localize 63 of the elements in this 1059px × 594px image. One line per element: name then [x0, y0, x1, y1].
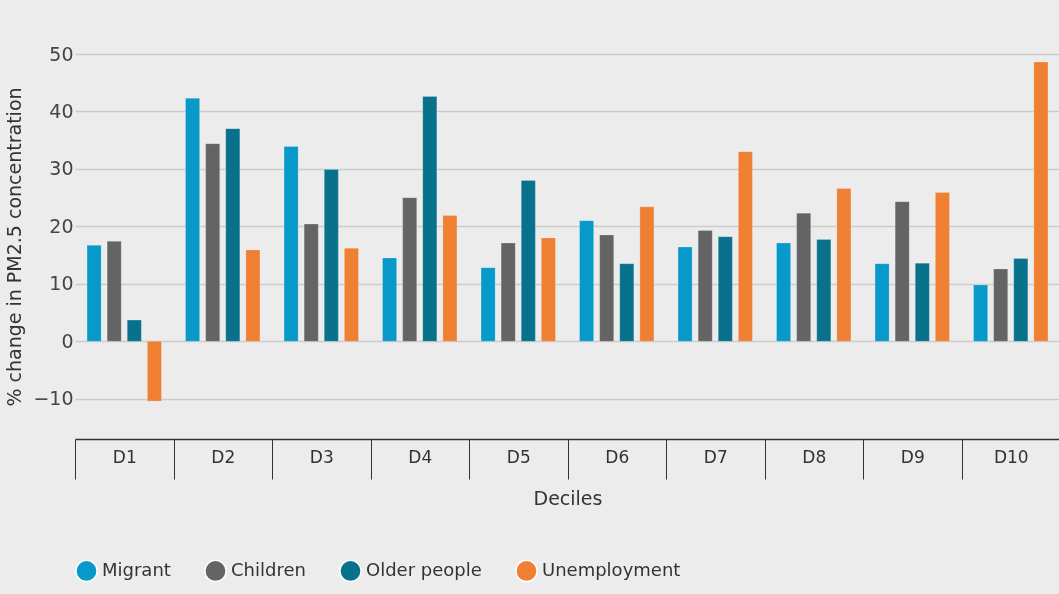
legend-label: Unemployment — [542, 558, 681, 580]
y-tick-label: 30 — [49, 157, 74, 180]
bar — [738, 151, 753, 342]
bar — [915, 262, 930, 342]
x-tick-label: D6 — [605, 446, 630, 467]
bar — [442, 215, 458, 342]
bar — [344, 247, 359, 342]
bar — [776, 242, 791, 342]
bar — [185, 98, 200, 342]
bar — [619, 263, 635, 342]
bar — [697, 230, 713, 342]
bar — [106, 241, 122, 342]
bar — [796, 212, 811, 342]
bar — [324, 169, 339, 342]
bar — [541, 237, 556, 342]
x-axis-title: Deciles — [533, 487, 603, 509]
bar — [147, 341, 162, 402]
bar — [303, 223, 319, 342]
bar — [283, 146, 299, 342]
y-tick-label: 40 — [49, 99, 74, 122]
bar — [993, 268, 1008, 342]
x-tick-label: D5 — [506, 446, 531, 467]
x-tick-label: D7 — [703, 446, 728, 467]
y-tick-label: 20 — [49, 214, 74, 237]
legend-label: Migrant — [102, 558, 171, 580]
bar — [245, 249, 261, 342]
x-tick-label: D2 — [211, 446, 236, 467]
x-tick-label: D4 — [408, 446, 433, 467]
bar — [816, 239, 832, 342]
bar — [521, 180, 536, 342]
bar — [935, 192, 950, 342]
bar — [1013, 258, 1029, 342]
x-tick-label: D10 — [993, 446, 1029, 467]
y-tick-label: −10 — [33, 387, 74, 410]
bar — [225, 128, 241, 342]
y-tick-label: 0 — [61, 329, 74, 352]
y-tick-label: 10 — [49, 272, 74, 295]
bar — [205, 143, 220, 342]
y-axis-title: % change in PM2.5 concentration — [3, 87, 26, 407]
bar — [874, 263, 890, 342]
bar — [382, 257, 397, 342]
x-tick-label: D9 — [900, 446, 925, 467]
bar — [973, 284, 988, 342]
x-tick-label: D1 — [112, 446, 137, 467]
bar — [677, 246, 693, 342]
x-tick-label: D8 — [802, 446, 827, 467]
legend-label: Older people — [366, 558, 482, 580]
bar — [718, 236, 733, 342]
bar — [894, 201, 910, 342]
bar — [579, 220, 594, 342]
legend-label: Children — [231, 558, 306, 580]
bar — [402, 197, 417, 342]
bar — [480, 267, 496, 342]
y-tick-label: 50 — [49, 42, 74, 65]
bar — [599, 234, 614, 342]
bar — [639, 206, 655, 342]
x-tick-label: D3 — [309, 446, 334, 467]
bar — [127, 319, 142, 342]
bar — [1033, 61, 1049, 342]
bar — [422, 96, 438, 342]
bar — [836, 188, 852, 342]
bar — [500, 242, 516, 342]
bar — [86, 245, 102, 342]
